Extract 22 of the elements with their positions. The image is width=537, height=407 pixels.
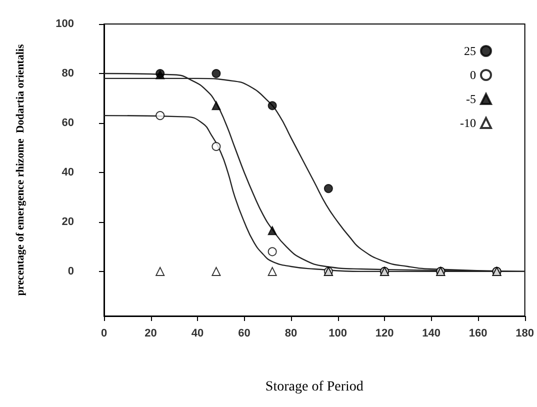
y-tick-label: 20 <box>62 216 74 228</box>
x-tick-label: 0 <box>100 328 108 340</box>
x-tick-label: 20 <box>144 328 157 340</box>
y-tick-label: 60 <box>62 116 74 129</box>
y-tick-label: 40 <box>62 166 74 178</box>
x-tick-label: 100 <box>328 328 347 340</box>
y-tick-label: 100 <box>56 18 74 30</box>
x-tick-label: 140 <box>422 328 440 340</box>
x-tick-label: 120 <box>375 328 394 340</box>
legend-label: -10 <box>460 116 476 130</box>
x-tick-label: 60 <box>238 328 250 340</box>
y-axis-title: precentage of emergence rhizome Dodartia orientalis <box>14 44 26 296</box>
x-tick-label: 40 <box>191 328 204 340</box>
legend-label: -5 <box>466 92 476 106</box>
x-axis-title: Storage of Period <box>265 380 364 394</box>
y-tick-label: 0 <box>68 265 74 278</box>
x-tick-label: 160 <box>468 328 488 340</box>
y-tick-label: 80 <box>62 67 74 80</box>
legend-label: 0 <box>470 68 476 82</box>
x-tick-label: 80 <box>284 328 298 340</box>
legend-label: 25 <box>464 44 476 58</box>
x-tick-label: 180 <box>516 328 534 340</box>
